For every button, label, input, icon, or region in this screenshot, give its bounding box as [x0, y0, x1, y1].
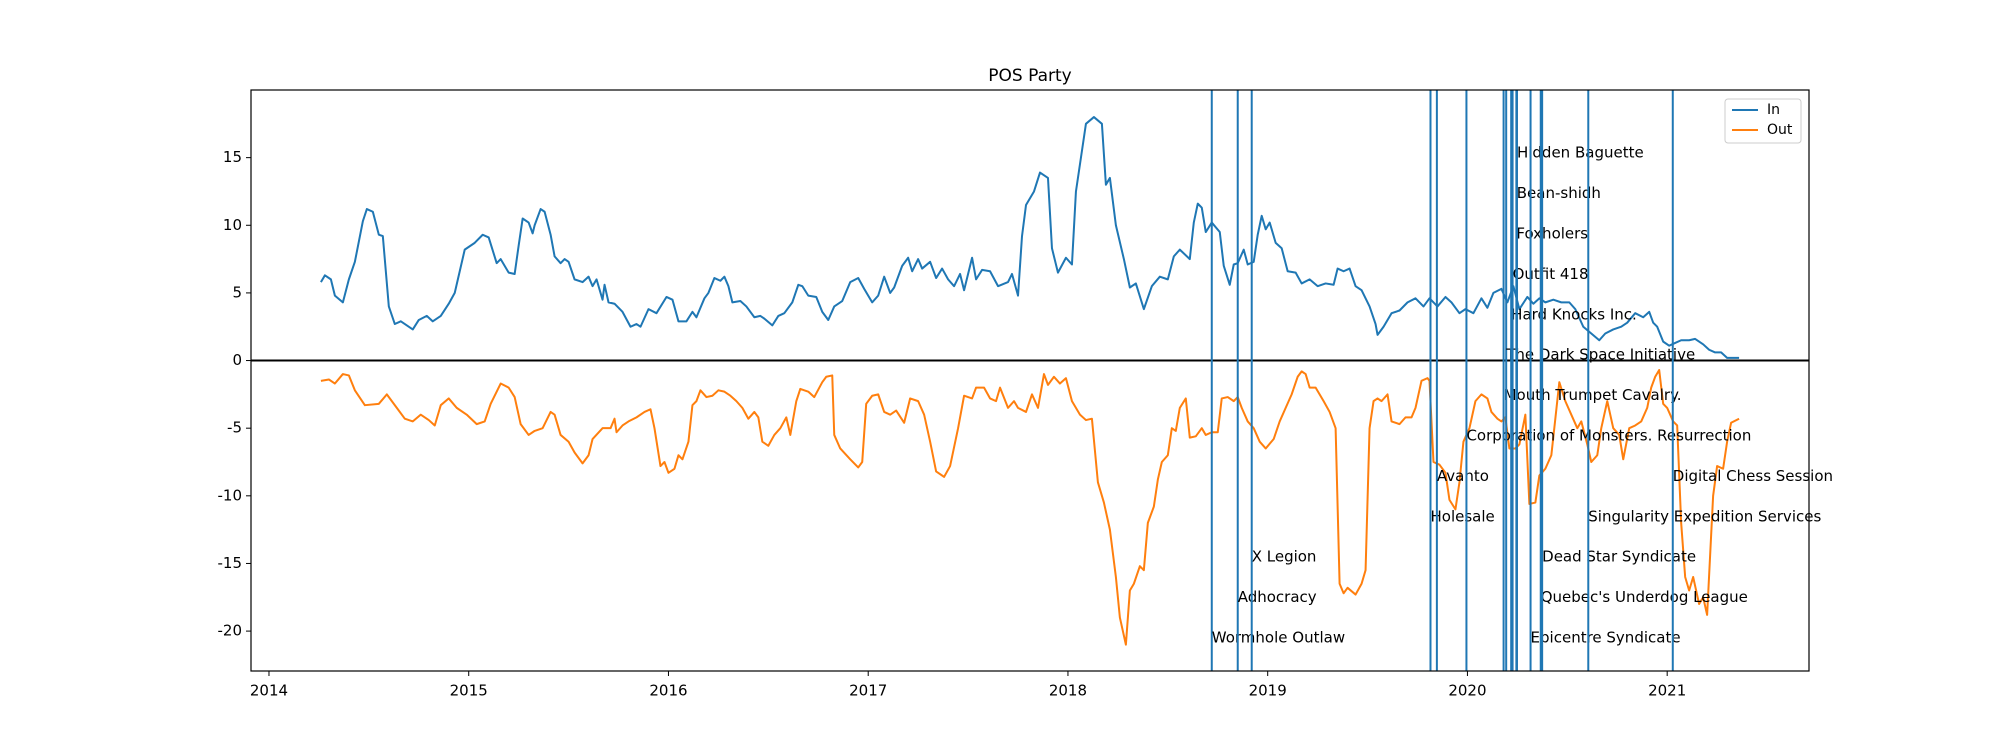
event-label: Holesale [1430, 507, 1494, 525]
legend: In Out [1724, 98, 1802, 144]
legend-label: In [1767, 102, 1780, 118]
event-label: Epicentre Syndicate [1531, 629, 1681, 647]
event-label: Foxholers [1516, 225, 1588, 243]
event-label: The Dark Space Initiative [1505, 346, 1695, 364]
x-tick-label: 2014 [250, 682, 288, 700]
x-tick-label: 2020 [1448, 682, 1486, 700]
x-tick-label: 2021 [1648, 682, 1686, 700]
y-tick-label: 0 [232, 351, 242, 369]
event-label: Outfit 418 [1513, 265, 1589, 283]
event-label: Avanto [1437, 467, 1489, 485]
plot-frame [250, 89, 1810, 672]
series-line [320, 369, 1740, 646]
event-label: Mouth Trumpet Cavalry. [1504, 386, 1682, 404]
y-tick-label: -15 [218, 554, 243, 572]
event-label: Corporation of Monsters. Resurrection [1466, 427, 1751, 445]
event-label: Hidden Baguette [1517, 144, 1644, 162]
legend-label: Out [1767, 122, 1793, 138]
event-label: Adhocracy [1238, 588, 1317, 606]
x-tick-label: 2018 [1049, 682, 1087, 700]
event-label: X Legion [1252, 548, 1317, 566]
x-tick-label: 2017 [849, 682, 887, 700]
series-line [320, 116, 1740, 359]
x-tick-label: 2016 [649, 682, 687, 700]
x-tick-label: 2015 [450, 682, 488, 700]
chart-title: POS Party [988, 66, 1071, 86]
event-label: Singularity Expedition Services [1588, 507, 1821, 525]
y-tick-label: -5 [227, 419, 242, 437]
y-tick-label: 5 [232, 283, 242, 301]
y-tick-label: 15 [223, 148, 242, 166]
event-label: Wormhole Outlaw [1212, 629, 1345, 647]
y-tick-label: -20 [218, 622, 243, 640]
y-tick-label: -10 [218, 486, 243, 504]
event-label: Digital Chess Session [1673, 467, 1833, 485]
event-label: Bean-shidh [1517, 184, 1601, 202]
x-tick-label: 2019 [1249, 682, 1287, 700]
event-label: Quebec's Underdog League [1541, 588, 1748, 606]
event-label: Dead Star Syndicate [1542, 548, 1696, 566]
y-tick-label: 10 [223, 216, 242, 234]
